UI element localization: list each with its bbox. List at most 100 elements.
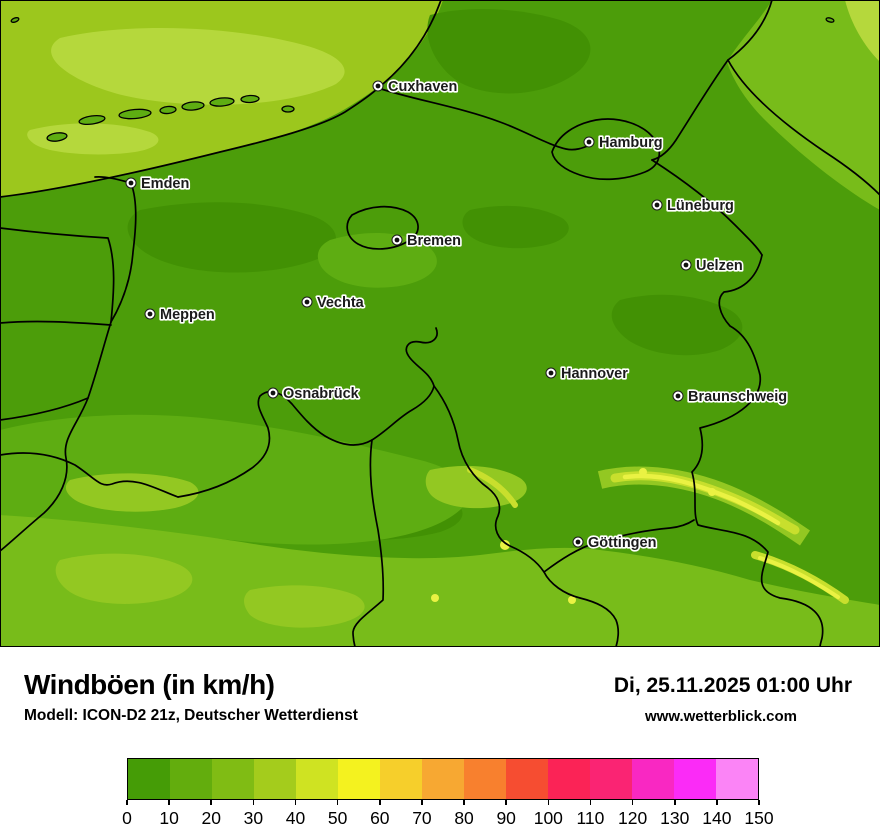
city-label: Göttingen: [588, 535, 656, 551]
elbe-southeast: [651, 159, 763, 256]
city-layer: Cuxhaven Hamburg Emden Lüneburg Bremen Uelzen…: [125, 77, 789, 553]
legend-tick-label: 100: [533, 808, 563, 828]
city-label: Vechta: [317, 295, 365, 311]
sea-light-patch: [27, 123, 159, 155]
city-label: Cuxhaven: [388, 79, 457, 95]
legend-tick: [252, 800, 255, 805]
legend-tick: [168, 800, 170, 805]
legend-tick-label: 70: [412, 808, 432, 828]
dark-patch: [462, 205, 569, 249]
weserbergland-border: [433, 385, 620, 647]
legend-tick: [758, 800, 760, 805]
legend-segment: [632, 759, 674, 799]
baltic-light-corner: [845, 0, 880, 62]
legend-tick-label: 90: [496, 808, 516, 828]
legend-segment: [128, 759, 170, 799]
south-bright-patch: [55, 553, 193, 604]
footer: Windböen (in km/h) Modell: ICON-D2 21z, …: [0, 647, 880, 830]
dutch-border-north: [0, 227, 115, 323]
frisian-islands: [10, 17, 835, 142]
city-label: Lüneburg: [667, 198, 734, 214]
city-dot: [575, 539, 581, 545]
city-dot: [128, 180, 134, 186]
city-marker: Göttingen: [572, 533, 658, 553]
dark-patch: [127, 202, 337, 273]
city-marker: Bremen: [391, 231, 463, 251]
map-area: Cuxhaven Hamburg Emden Lüneburg Bremen Uelzen…: [0, 0, 880, 647]
city-marker: Emden: [125, 174, 191, 194]
eastern-state-border: [691, 254, 824, 647]
city-dot: [304, 299, 310, 305]
city-marker: Meppen: [144, 305, 216, 325]
legend-color-bar: [127, 758, 759, 800]
gust-spot: [431, 594, 439, 602]
gust-spot: [568, 596, 576, 604]
city-marker: Cuxhaven: [372, 77, 459, 97]
legend-segment: [254, 759, 296, 799]
datetime-label: Di, 25.11.2025 01:00 Uhr: [613, 674, 852, 697]
legend-tick-label: 10: [159, 808, 179, 828]
legend-tick: [463, 800, 465, 805]
city-dot: [394, 237, 400, 243]
light-band-south: [0, 515, 880, 647]
border-midwest: [0, 452, 179, 498]
city-marker: Uelzen: [680, 256, 744, 276]
legend-segment: [422, 759, 464, 799]
bremen-border: [346, 205, 419, 250]
city-dot: [375, 83, 381, 89]
dark-patch: [611, 294, 743, 356]
city-marker: Vechta: [301, 293, 366, 313]
osnabrueck-border: [177, 327, 438, 498]
sea-light-patch: [51, 27, 345, 105]
city-dot: [654, 202, 660, 208]
website-label: www.wetterblick.com: [645, 708, 797, 725]
south-border-vertical: [352, 439, 385, 647]
city-dot: [586, 139, 592, 145]
city-label: Uelzen: [696, 258, 743, 274]
city-label: Bremen: [407, 233, 461, 249]
northeast-light-area: [727, 0, 880, 210]
legend-tick-label: 140: [702, 808, 732, 828]
harz-streak-core: [622, 473, 781, 526]
gust-spot: [708, 488, 716, 496]
city-marker: Lüneburg: [651, 196, 735, 216]
city-label: Hamburg: [599, 135, 663, 151]
northeast-coast-border: [727, 0, 880, 196]
legend-segment: [338, 759, 380, 799]
legend-tick: [210, 800, 213, 805]
legend-segment: [170, 759, 212, 799]
city-dot: [270, 390, 276, 396]
city-dot: [675, 393, 681, 399]
page-title: Windböen (in km/h): [24, 669, 275, 700]
city-label: Braunschweig: [688, 389, 787, 405]
weser-hills-streak: [467, 467, 518, 508]
city-marker: Osnabrück: [267, 384, 361, 404]
elbe-river: [377, 87, 591, 151]
legend-segment: [548, 759, 590, 799]
gust-spot: [639, 468, 647, 476]
city-label: Hannover: [561, 366, 628, 382]
south-bright-patch: [244, 585, 365, 628]
legend-tick-label: 0: [122, 808, 132, 828]
legend-tick: [673, 800, 676, 805]
city-dot: [147, 311, 153, 317]
legend-tick-label: 20: [201, 808, 221, 828]
city-marker: Hamburg: [583, 133, 664, 153]
city-dot: [548, 370, 554, 376]
city-marker: Braunschweig: [672, 387, 789, 407]
legend-tick: [126, 800, 128, 805]
legend-tick-label: 150: [744, 808, 774, 828]
legend-tick: [631, 800, 634, 805]
legend-tick: [547, 800, 550, 805]
south-east-streak-core: [758, 556, 840, 599]
wind-speed-legend: 0 10 20 30 40 50 60 70 80 90 100 110 120 130 140 150: [122, 758, 774, 830]
legend-segment: [590, 759, 632, 799]
legend-tick-label: 30: [243, 808, 264, 828]
model-subtitle: Modell: ICON-D2 21z, Deutscher Wetterdie…: [24, 707, 358, 724]
legend-tick-label: 110: [576, 808, 605, 828]
light-patch-bremen: [317, 233, 437, 288]
schleswig-branch: [651, 59, 729, 161]
dutch-border-west: [0, 320, 112, 326]
legend-segment: [464, 759, 506, 799]
